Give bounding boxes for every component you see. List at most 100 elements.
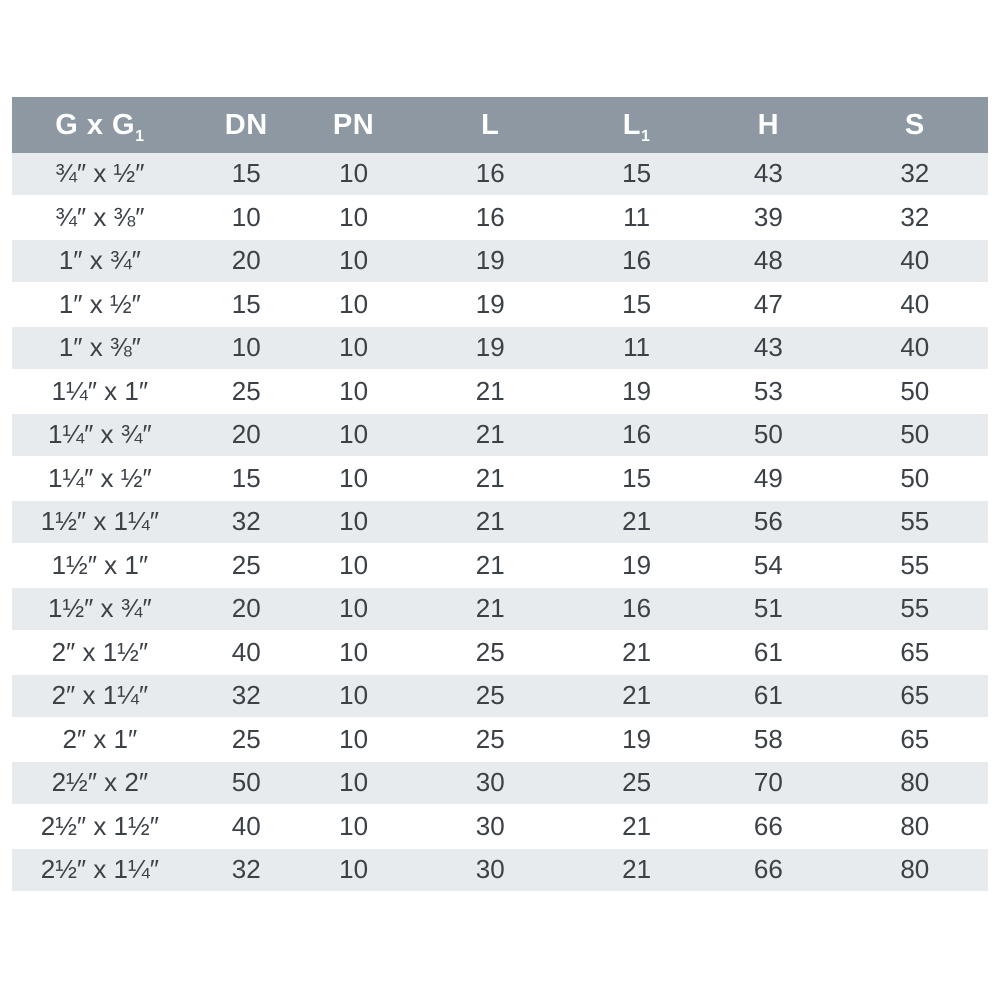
value-cell: 15 — [622, 158, 652, 189]
col-header-subscript: 1 — [641, 127, 651, 145]
value-cell: 40 — [900, 245, 930, 276]
value-cell: 10 — [339, 549, 369, 580]
table-row: 1½″ x 1″ 25 10 21 19 54 55 — [12, 543, 988, 587]
value-cell: 55 — [900, 593, 930, 624]
value-cell: 10 — [339, 810, 369, 841]
header-row: G x G1 DN PN L L1 H S — [12, 97, 988, 153]
value-cell: 55 — [900, 549, 930, 580]
value-cell: 15 — [231, 462, 261, 493]
col-header-pn: PN — [304, 97, 403, 153]
table-row: 1¼″ x 1″ 25 10 21 19 53 50 — [12, 369, 988, 413]
value-cell: 10 — [339, 158, 369, 189]
table-row: 1¼″ x ¾″ 20 10 21 16 50 50 — [12, 413, 988, 457]
value-cell: 10 — [339, 201, 369, 232]
size-cell: 1¼″ x ¾″ — [47, 419, 152, 450]
value-cell: 10 — [339, 636, 369, 667]
value-cell: 10 — [339, 854, 369, 885]
value-cell: 58 — [753, 723, 783, 754]
size-cell: 2½″ x 1¼″ — [40, 854, 159, 885]
value-cell: 66 — [753, 854, 783, 885]
value-cell: 80 — [900, 854, 930, 885]
value-cell: 61 — [753, 636, 783, 667]
value-cell: 21 — [622, 636, 652, 667]
value-cell: 50 — [900, 462, 930, 493]
table-row: 2½″ x 1¼″ 32 10 30 21 66 80 — [12, 848, 988, 892]
size-cell: 2½″ x 1½″ — [40, 810, 159, 841]
value-cell: 40 — [231, 810, 261, 841]
value-cell: 21 — [475, 593, 505, 624]
size-cell: 2″ x 1″ — [62, 723, 138, 754]
col-header-label: PN — [332, 108, 375, 141]
value-cell: 10 — [339, 419, 369, 450]
value-cell: 15 — [231, 288, 261, 319]
value-cell: 21 — [622, 854, 652, 885]
col-header-gxg1: G x G1 — [12, 97, 188, 153]
table-row: 2½″ x 2″ 50 10 30 25 70 80 — [12, 761, 988, 805]
size-cell: 1¼″ x 1″ — [51, 375, 149, 406]
value-cell: 15 — [622, 288, 652, 319]
value-cell: 15 — [231, 158, 261, 189]
value-cell: 10 — [339, 723, 369, 754]
value-cell: 32 — [900, 158, 930, 189]
value-cell: 25 — [475, 680, 505, 711]
value-cell: 55 — [900, 506, 930, 537]
value-cell: 16 — [475, 201, 505, 232]
table-row: 2½″ x 1½″ 40 10 30 21 66 80 — [12, 804, 988, 848]
table-row: 1½″ x ¾″ 20 10 21 16 51 55 — [12, 587, 988, 631]
size-cell: 1¼″ x ½″ — [47, 462, 152, 493]
value-cell: 19 — [622, 375, 652, 406]
value-cell: 10 — [339, 288, 369, 319]
value-cell: 21 — [622, 680, 652, 711]
value-cell: 10 — [339, 462, 369, 493]
value-cell: 32 — [231, 680, 261, 711]
value-cell: 40 — [900, 332, 930, 363]
table-row: 1″ x ⅜″ 10 10 19 11 43 40 — [12, 326, 988, 370]
value-cell: 80 — [900, 810, 930, 841]
size-cell: ¾″ x ½″ — [55, 158, 145, 189]
value-cell: 19 — [622, 723, 652, 754]
table-row: ¾″ x ½″ 15 10 16 15 43 32 — [12, 153, 988, 196]
col-header-l: L — [402, 97, 579, 153]
value-cell: 21 — [475, 549, 505, 580]
size-cell: 2″ x 1¼″ — [51, 680, 149, 711]
value-cell: 19 — [475, 288, 505, 319]
spec-table-container: G x G1 DN PN L L1 H S ¾″ x ½″ 15 10 16 15 43 3… — [12, 97, 988, 893]
value-cell: 50 — [900, 419, 930, 450]
value-cell: 11 — [623, 201, 651, 232]
value-cell: 40 — [900, 288, 930, 319]
value-cell: 51 — [753, 593, 783, 624]
value-cell: 25 — [475, 723, 505, 754]
value-cell: 19 — [622, 549, 652, 580]
value-cell: 39 — [753, 201, 783, 232]
table-row: 1¼″ x ½″ 15 10 21 15 49 50 — [12, 456, 988, 500]
value-cell: 50 — [753, 419, 783, 450]
col-header-s: S — [841, 97, 988, 153]
value-cell: 61 — [753, 680, 783, 711]
size-cell: 1½″ x 1″ — [51, 549, 149, 580]
value-cell: 32 — [231, 854, 261, 885]
table-row: 1″ x ½″ 15 10 19 15 47 40 — [12, 282, 988, 326]
table-row: 2″ x 1″ 25 10 25 19 58 65 — [12, 717, 988, 761]
table-header: G x G1 DN PN L L1 H S — [12, 97, 988, 153]
value-cell: 47 — [753, 288, 783, 319]
col-header-label: L — [481, 108, 500, 141]
value-cell: 21 — [475, 506, 505, 537]
col-header-h: H — [695, 97, 842, 153]
value-cell: 25 — [231, 375, 261, 406]
value-cell: 30 — [475, 854, 505, 885]
value-cell: 10 — [339, 332, 369, 363]
size-cell: 1½″ x ¾″ — [47, 593, 152, 624]
value-cell: 10 — [339, 506, 369, 537]
value-cell: 21 — [622, 810, 652, 841]
size-cell: ¾″ x ⅜″ — [55, 201, 145, 232]
value-cell: 25 — [622, 767, 652, 798]
table-row: 2″ x 1½″ 40 10 25 21 61 65 — [12, 630, 988, 674]
size-cell: 1″ x ⅜″ — [58, 332, 141, 363]
value-cell: 32 — [231, 506, 261, 537]
value-cell: 10 — [339, 767, 369, 798]
value-cell: 16 — [622, 593, 652, 624]
value-cell: 25 — [475, 636, 505, 667]
col-header-label: G x G — [55, 108, 136, 141]
value-cell: 11 — [623, 332, 651, 363]
value-cell: 20 — [231, 419, 261, 450]
